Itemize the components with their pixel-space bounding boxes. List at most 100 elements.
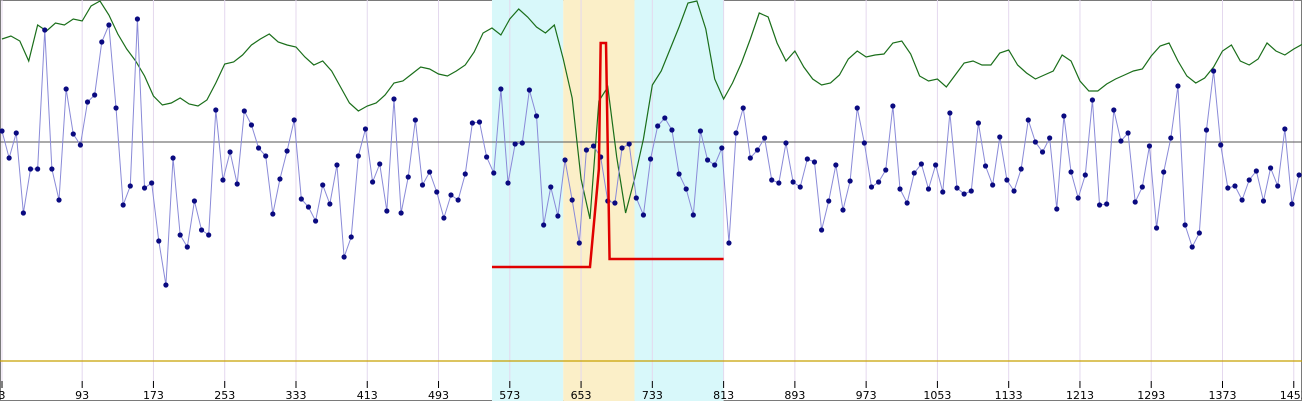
data-point (683, 186, 689, 192)
main-series (0, 16, 1302, 288)
data-point (897, 186, 903, 192)
data-point (227, 149, 233, 155)
data-point (263, 153, 269, 159)
data-point (113, 105, 119, 111)
data-point (669, 127, 675, 133)
data-point (1082, 172, 1088, 178)
data-point (690, 212, 696, 218)
signal-polyline (491, 41, 724, 269)
data-point (213, 107, 219, 113)
x-tick-label: 1293 (1137, 389, 1165, 401)
zone-cyan-left (491, 0, 564, 401)
data-point (198, 227, 205, 233)
data-point (1104, 201, 1110, 207)
data-point (1246, 177, 1252, 183)
data-point (1061, 113, 1067, 119)
data-point (355, 153, 361, 159)
data-point (491, 170, 497, 176)
x-tick-label: 3 (0, 389, 6, 401)
data-point (1032, 139, 1039, 145)
data-point (1153, 225, 1160, 231)
data-point (1282, 126, 1288, 132)
data-point (441, 215, 447, 221)
data-point (761, 135, 768, 141)
data-point (149, 180, 155, 186)
data-point (1096, 202, 1103, 208)
data-point (455, 197, 461, 203)
data-point (412, 117, 418, 123)
data-point (954, 185, 960, 191)
data-point (562, 157, 568, 163)
data-point (434, 189, 440, 195)
data-point (662, 115, 668, 121)
data-point (77, 142, 83, 148)
data-point (1018, 166, 1024, 172)
data-point (498, 86, 504, 92)
data-point (569, 197, 575, 203)
data-point (270, 211, 276, 217)
data-point (1218, 142, 1224, 148)
data-point (1068, 169, 1074, 175)
data-point (1125, 130, 1131, 136)
data-point (847, 178, 853, 184)
data-point (106, 22, 112, 28)
x-axis: 3 93 173 253 333 413 493 573 653 733 813 893 973 1053… (0, 381, 1302, 401)
data-point (291, 117, 297, 123)
x-tick-label: 93 (75, 389, 89, 401)
data-point (469, 120, 475, 126)
data-point (590, 143, 597, 149)
data-point (840, 207, 846, 213)
data-point (120, 202, 126, 208)
data-point (1075, 195, 1081, 201)
data-point (1054, 206, 1060, 212)
data-point (27, 166, 34, 172)
data-point (42, 27, 48, 33)
x-tick-label: 493 (428, 389, 449, 401)
x-tick-label: 173 (143, 389, 164, 401)
data-point (904, 200, 910, 206)
x-tick-label: 1213 (1066, 389, 1094, 401)
data-point (640, 212, 647, 218)
data-point (320, 182, 326, 188)
data-point (541, 222, 547, 228)
data-point (1175, 83, 1181, 89)
signal-line (491, 41, 724, 269)
data-point (612, 200, 618, 206)
data-point (1168, 135, 1174, 141)
data-point (298, 196, 304, 202)
data-point (206, 232, 212, 238)
data-point (99, 39, 105, 45)
data-point (398, 210, 404, 216)
x-tick-label: 333 (285, 389, 306, 401)
data-point (783, 140, 789, 146)
data-point (1132, 199, 1138, 205)
data-point (1268, 165, 1274, 171)
data-point (0, 128, 5, 134)
data-point (384, 208, 390, 214)
data-point (84, 99, 91, 105)
data-point (191, 198, 198, 204)
data-point (833, 162, 839, 168)
data-point (883, 167, 889, 173)
x-tick-label: 573 (499, 389, 520, 401)
data-point (305, 204, 312, 210)
data-point (1111, 107, 1117, 113)
data-point (1139, 184, 1145, 190)
data-point (427, 169, 433, 175)
data-point (626, 141, 632, 147)
data-point (1004, 177, 1010, 183)
data-point (476, 119, 483, 125)
data-point (583, 147, 590, 153)
data-point (127, 183, 133, 189)
data-point (462, 171, 468, 177)
data-point (1089, 97, 1096, 103)
data-point (156, 238, 162, 244)
data-point (312, 218, 319, 224)
data-point (20, 210, 26, 216)
data-point (676, 171, 682, 177)
data-point (241, 108, 247, 114)
data-point (448, 192, 454, 198)
data-point (982, 163, 989, 169)
data-point (391, 96, 397, 102)
